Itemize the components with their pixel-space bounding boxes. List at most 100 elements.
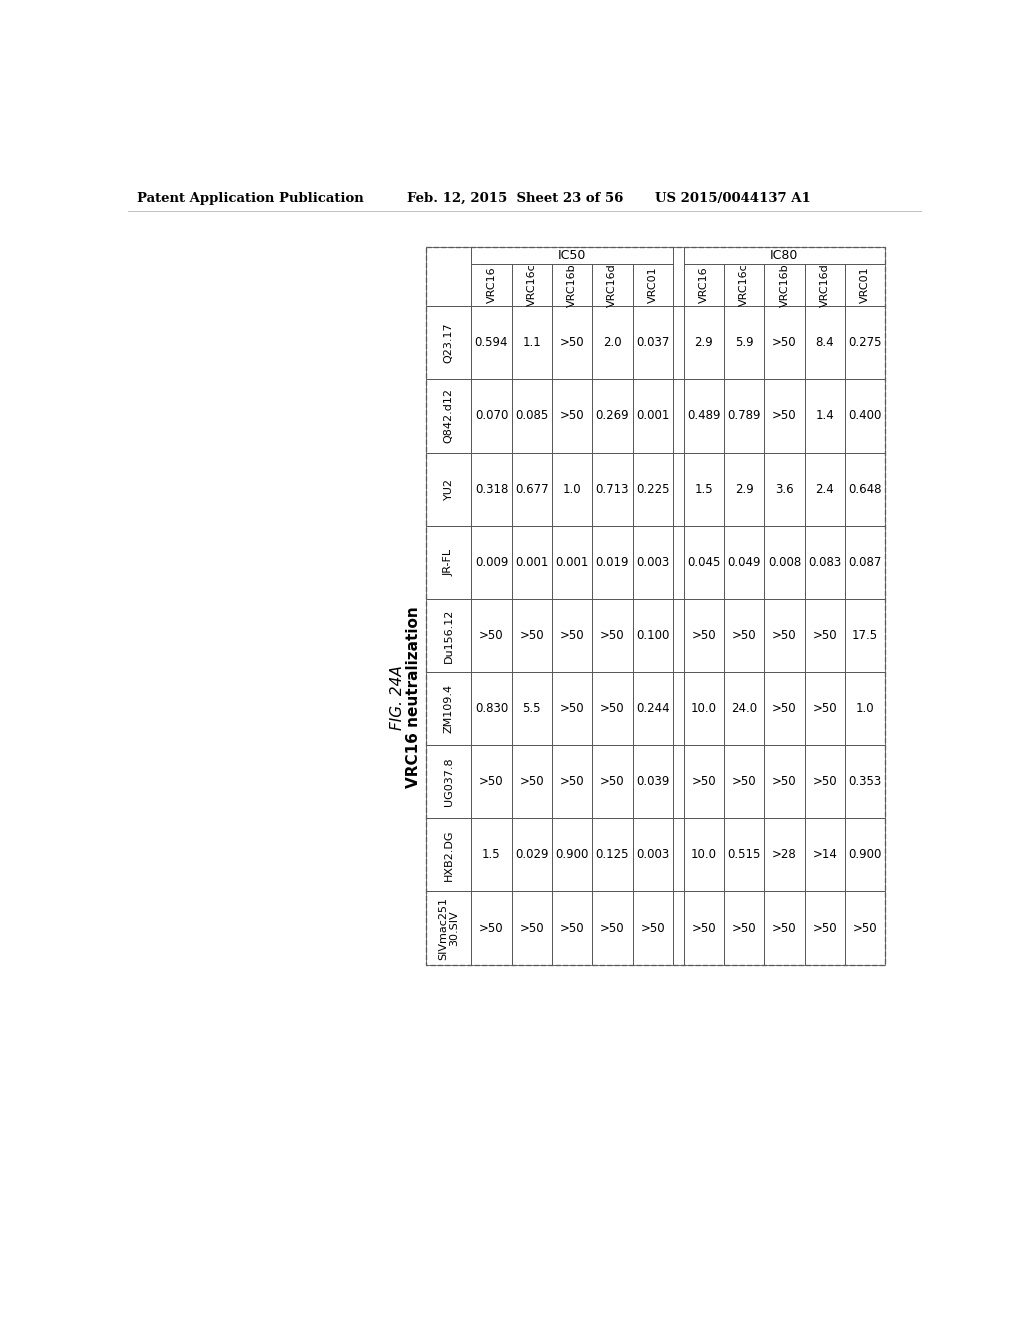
Text: 0.049: 0.049 (727, 556, 761, 569)
Text: 5.9: 5.9 (735, 337, 754, 350)
Bar (592, 264, 633, 306)
Text: >50: >50 (560, 775, 585, 788)
Bar (684, 453, 724, 525)
Bar (471, 599, 512, 672)
Text: IC80: IC80 (770, 249, 799, 261)
Text: 0.900: 0.900 (848, 849, 882, 862)
Bar (512, 525, 552, 599)
Bar (633, 744, 673, 818)
Text: 1.4: 1.4 (815, 409, 835, 422)
Bar (673, 525, 684, 599)
Text: >50: >50 (519, 628, 544, 642)
Bar (592, 306, 633, 379)
Bar (845, 744, 885, 818)
Bar (805, 599, 845, 672)
Bar (684, 306, 724, 379)
Bar (426, 672, 471, 744)
Text: ZM109.4: ZM109.4 (443, 684, 454, 733)
Bar (684, 744, 724, 818)
Bar (471, 744, 512, 818)
Bar (845, 891, 885, 965)
Text: 0.001: 0.001 (555, 556, 589, 569)
Bar (552, 525, 592, 599)
Text: 2.9: 2.9 (694, 337, 713, 350)
Text: VRC16c: VRC16c (526, 264, 537, 306)
Text: >50: >50 (479, 921, 504, 935)
Bar (592, 891, 633, 965)
Bar (552, 379, 592, 453)
Bar (724, 891, 764, 965)
Bar (512, 306, 552, 379)
Bar (471, 672, 512, 744)
Text: YU2: YU2 (443, 478, 454, 500)
Bar (633, 672, 673, 744)
Text: >50: >50 (519, 921, 544, 935)
Text: VRC16c: VRC16c (739, 264, 750, 306)
Text: 3.6: 3.6 (775, 483, 794, 495)
Text: Feb. 12, 2015  Sheet 23 of 56: Feb. 12, 2015 Sheet 23 of 56 (407, 191, 624, 205)
Bar (805, 525, 845, 599)
Bar (764, 672, 805, 744)
Text: FIG. 24A: FIG. 24A (390, 665, 406, 730)
Bar (764, 379, 805, 453)
Bar (673, 453, 684, 525)
Bar (552, 818, 592, 891)
Text: VRC16b: VRC16b (779, 263, 790, 306)
Text: 0.489: 0.489 (687, 409, 721, 422)
Text: 0.244: 0.244 (636, 702, 670, 715)
Bar (764, 744, 805, 818)
Bar (633, 306, 673, 379)
Text: >50: >50 (812, 702, 837, 715)
Bar (512, 891, 552, 965)
Bar (845, 672, 885, 744)
Text: 2.0: 2.0 (603, 337, 622, 350)
Bar (426, 247, 471, 306)
Text: 0.515: 0.515 (727, 849, 761, 862)
Text: 1.5: 1.5 (482, 849, 501, 862)
Bar (845, 453, 885, 525)
Bar (805, 306, 845, 379)
Bar (552, 453, 592, 525)
Bar (426, 379, 471, 453)
Text: >50: >50 (691, 628, 716, 642)
Bar (426, 891, 471, 965)
Text: >50: >50 (519, 775, 544, 788)
Bar (724, 672, 764, 744)
Text: 10.0: 10.0 (691, 702, 717, 715)
Bar (552, 306, 592, 379)
Text: 0.318: 0.318 (475, 483, 508, 495)
Bar (724, 453, 764, 525)
Text: IC50: IC50 (558, 249, 587, 261)
Text: 0.001: 0.001 (515, 556, 549, 569)
Bar (426, 599, 471, 672)
Bar (673, 818, 684, 891)
Text: 0.085: 0.085 (515, 409, 549, 422)
Text: >50: >50 (772, 337, 797, 350)
Text: 1.5: 1.5 (694, 483, 713, 495)
Bar (512, 453, 552, 525)
Bar (724, 379, 764, 453)
Bar (764, 264, 805, 306)
Bar (471, 247, 673, 264)
Text: 24.0: 24.0 (731, 702, 757, 715)
Bar (845, 264, 885, 306)
Text: 10.0: 10.0 (691, 849, 717, 862)
Bar (805, 891, 845, 965)
Bar (684, 818, 724, 891)
Bar (592, 599, 633, 672)
Bar (471, 306, 512, 379)
Text: >50: >50 (479, 775, 504, 788)
Bar (633, 453, 673, 525)
Text: 1.0: 1.0 (563, 483, 582, 495)
Bar (724, 525, 764, 599)
Text: >50: >50 (600, 628, 625, 642)
Text: 0.008: 0.008 (768, 556, 801, 569)
Text: >50: >50 (560, 628, 585, 642)
Text: >14: >14 (812, 849, 838, 862)
Text: Du156.12: Du156.12 (443, 609, 454, 663)
Bar (512, 264, 552, 306)
Bar (471, 525, 512, 599)
Text: 2.9: 2.9 (735, 483, 754, 495)
Bar (471, 264, 512, 306)
Text: >50: >50 (560, 409, 585, 422)
